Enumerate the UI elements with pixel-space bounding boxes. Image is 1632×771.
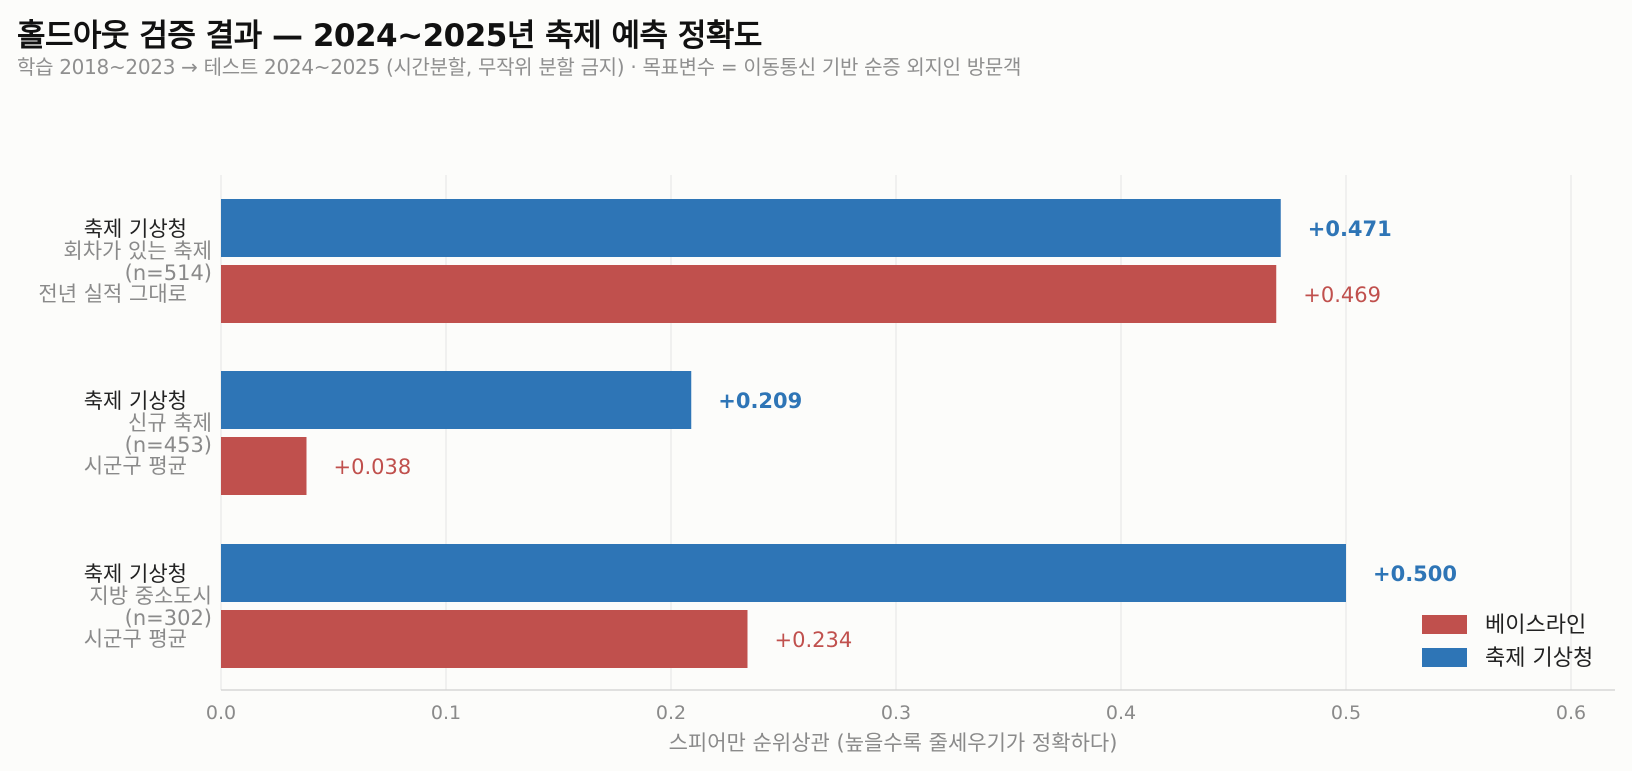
bar-model xyxy=(221,199,1281,257)
data-label-baseline: +0.234 xyxy=(775,628,853,652)
y-label-model: 축제 기상청 xyxy=(84,217,187,241)
x-tick-label: 0.3 xyxy=(881,702,911,724)
data-label-baseline: +0.469 xyxy=(1303,283,1381,307)
y-label-baseline: 전년 실적 그대로 xyxy=(38,282,187,306)
y-label-baseline: 시군구 평균 xyxy=(84,627,187,651)
bar-baseline xyxy=(221,610,748,668)
legend-label-baseline: 베이스라인 xyxy=(1485,613,1586,638)
x-tick-label: 0.6 xyxy=(1556,702,1586,724)
x-tick-label: 0.0 xyxy=(206,702,236,724)
data-label-model: +0.500 xyxy=(1373,562,1457,586)
y-label-count: (n=514) xyxy=(125,261,212,285)
data-label-model: +0.209 xyxy=(718,389,802,413)
y-label-count: (n=302) xyxy=(125,606,212,630)
data-label-model: +0.471 xyxy=(1308,217,1392,241)
legend-label-model: 축제 기상청 xyxy=(1485,646,1593,671)
y-label-group: 지방 중소도시 xyxy=(89,584,212,608)
data-label-baseline: +0.038 xyxy=(334,455,412,479)
y-label-model: 축제 기상청 xyxy=(84,562,187,586)
chart-subtitle: 학습 2018~2023 → 테스트 2024~2025 (시간분할, 무작위 … xyxy=(17,55,1022,79)
bar-baseline xyxy=(221,265,1277,323)
x-tick-label: 0.2 xyxy=(656,702,686,724)
y-label-baseline: 시군구 평균 xyxy=(84,454,187,478)
x-tick-label: 0.5 xyxy=(1331,702,1361,724)
x-tick-label: 0.1 xyxy=(431,702,461,724)
y-label-model: 축제 기상청 xyxy=(84,389,187,413)
chart-title: 홀드아웃 검증 결과 — 2024~2025년 축제 예측 정확도 xyxy=(17,18,762,54)
legend-swatch-baseline xyxy=(1422,615,1467,634)
x-axis-label: 스피어만 순위상관 (높을수록 줄세우기가 정확하다) xyxy=(669,731,1118,755)
bar-baseline xyxy=(221,437,307,495)
y-label-group: 회차가 있는 축제 xyxy=(63,239,212,263)
y-label-group: 신규 축제 xyxy=(128,411,212,435)
bar-model xyxy=(221,544,1346,602)
bar-model xyxy=(221,371,692,429)
x-tick-label: 0.4 xyxy=(1106,702,1136,724)
y-label-count: (n=453) xyxy=(125,433,212,457)
legend-swatch-model xyxy=(1422,648,1467,667)
